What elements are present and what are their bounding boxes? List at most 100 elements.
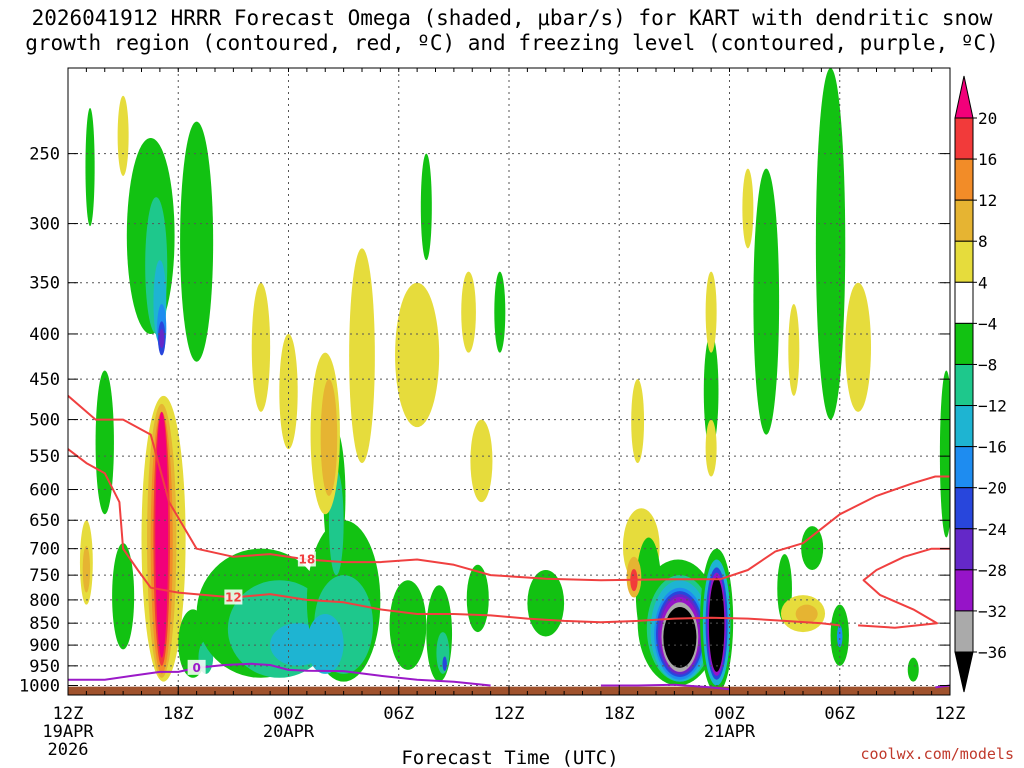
contour-label-bg xyxy=(224,589,243,605)
y-tick-label: 850 xyxy=(29,614,60,634)
omega-cell xyxy=(631,379,645,464)
colorbar-swatch xyxy=(954,199,974,242)
contour-0 xyxy=(68,662,491,687)
colorbar-label: −24 xyxy=(978,520,1007,539)
omega-cell xyxy=(159,329,165,349)
contours: 18 12 0 xyxy=(68,395,950,691)
omega-cell xyxy=(420,153,432,261)
colorbar-label: −8 xyxy=(978,355,997,374)
x-tick-date: 21APR xyxy=(704,722,756,742)
contour-label: 12 xyxy=(225,591,242,605)
x-tick-label: 18Z xyxy=(163,704,194,724)
colorbar-label: 4 xyxy=(978,273,988,292)
omega-cell xyxy=(306,614,344,674)
y-axis: 2503003504004505005506006507007508008509… xyxy=(19,145,950,697)
omega-cell xyxy=(703,333,719,450)
y-tick-label: 550 xyxy=(29,447,60,467)
omega-shading xyxy=(79,68,950,694)
y-tick-label: 300 xyxy=(29,215,60,235)
y-tick-label: 650 xyxy=(29,511,60,531)
chart-title: 2026041912 HRRR Forecast Omega (shaded, … xyxy=(0,6,1024,56)
contour-0b xyxy=(600,683,730,691)
grid xyxy=(68,68,950,695)
y-tick-label: 950 xyxy=(29,657,60,677)
x-tick-label: 06Z xyxy=(824,704,855,724)
omega-cell xyxy=(461,271,476,353)
colorbar-swatch xyxy=(954,446,974,489)
y-tick-label: 700 xyxy=(29,540,60,560)
y-tick-label: 450 xyxy=(29,370,60,390)
omega-cell xyxy=(801,526,824,570)
y-tick-label: 1000 xyxy=(19,677,60,697)
colorbar-cap-bottom xyxy=(954,651,974,693)
colorbar-label: −36 xyxy=(978,643,1007,662)
y-tick-label: 800 xyxy=(29,591,60,611)
omega-cell xyxy=(251,282,271,412)
omega-cell xyxy=(795,604,818,624)
colorbar: 20 16 12 8 4 −4 −8 −12 −16 −20 −24 −28 −32 −36 xyxy=(954,75,1007,693)
x-tick-label: 18Z xyxy=(604,704,635,724)
colorbar-label: 20 xyxy=(978,109,997,128)
x-tick-label: 12Z xyxy=(935,704,966,724)
omega-cell xyxy=(82,545,91,593)
contour-label: 18 xyxy=(299,552,316,566)
y-tick-label: 400 xyxy=(29,325,60,345)
x-tick-date: 20APR xyxy=(263,722,315,742)
colorbar-swatch xyxy=(954,363,974,407)
credit-link[interactable]: coolwx.com/models xyxy=(860,745,1014,763)
omega-cell xyxy=(95,370,114,515)
colorbar-swatch xyxy=(954,528,974,571)
omega-cell xyxy=(815,68,846,420)
omega-cell xyxy=(742,168,754,249)
colorbar-swatch xyxy=(954,487,974,530)
title-line-1: 2026041912 HRRR Forecast Omega (shaded, … xyxy=(31,6,993,30)
omega-cell xyxy=(705,419,717,477)
x-tick-label: 00Z xyxy=(273,704,304,724)
omega-cell xyxy=(349,248,375,464)
omega-cell xyxy=(663,607,697,668)
contour--18b xyxy=(858,547,950,629)
y-tick-label: 350 xyxy=(29,274,60,294)
contour-label: 0 xyxy=(192,661,200,675)
omega-cell xyxy=(836,625,843,648)
title-line-2: growth region (contoured, red, ºC) and f… xyxy=(25,31,999,55)
contour--12 xyxy=(68,448,840,627)
omega-cell xyxy=(753,168,780,435)
colorbar-label: −12 xyxy=(978,397,1007,416)
omega-cell xyxy=(705,271,717,353)
colorbar-swatch xyxy=(954,322,974,365)
colorbar-label: −20 xyxy=(978,479,1007,498)
omega-cell xyxy=(939,370,950,538)
contour-label-bg xyxy=(297,551,316,567)
omega-cell xyxy=(470,419,493,503)
x-tick-label: 12Z xyxy=(53,704,84,724)
x-tick-date: 19APR xyxy=(42,722,94,742)
colorbar-swatch xyxy=(954,281,974,324)
colorbar-swatch xyxy=(954,240,974,283)
colorbar-swatch xyxy=(954,117,974,160)
colorbar-swatch xyxy=(954,610,974,653)
omega-cell xyxy=(845,282,871,412)
omega-cell xyxy=(788,304,800,396)
contour-label-bg xyxy=(187,659,206,675)
colorbar-label: 8 xyxy=(978,232,988,251)
colorbar-swatch xyxy=(954,158,974,201)
x-tick-year: 2026 xyxy=(48,740,89,760)
colorbar-swatch xyxy=(954,405,974,448)
omega-cell xyxy=(117,95,129,176)
x-tick-label: 12Z xyxy=(494,704,525,724)
y-tick-label: 500 xyxy=(29,411,60,431)
colorbar-label: −32 xyxy=(978,602,1007,621)
x-axis-title: Forecast Time (UTC) xyxy=(401,747,618,768)
y-tick-label: 750 xyxy=(29,566,60,586)
omega-cell xyxy=(180,121,214,362)
colorbar-label: 12 xyxy=(978,191,997,210)
omega-cell xyxy=(279,333,298,450)
colorbar-cap-top xyxy=(954,75,974,119)
omega-cell xyxy=(494,271,506,353)
y-tick-label: 600 xyxy=(29,481,60,501)
contour--18 xyxy=(68,395,950,582)
omega-cell xyxy=(395,282,440,428)
omega-cell xyxy=(907,657,919,682)
